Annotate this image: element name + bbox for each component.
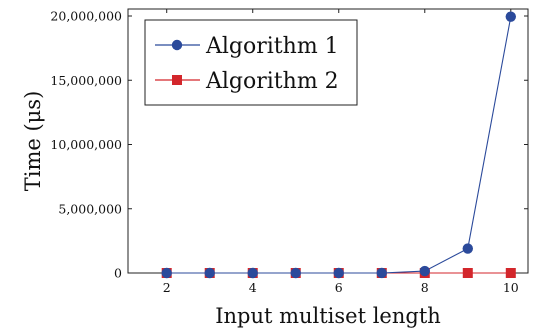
x-tick-label: 8: [421, 280, 429, 295]
x-axis-title: Input multiset length: [215, 304, 441, 328]
data-point-algorithm-2: [505, 268, 516, 278]
y-tick-label: 0: [114, 266, 122, 281]
data-point-algorithm-1: [204, 267, 215, 279]
legend: Algorithm 1 Algorithm 2: [144, 19, 358, 106]
x-tick-label: 2: [163, 280, 171, 295]
series-markers: [161, 11, 516, 279]
data-point-algorithm-1: [333, 267, 344, 279]
data-point-algorithm-1: [505, 11, 516, 22]
x-tick-label: 10: [503, 280, 519, 295]
data-point-algorithm-1: [161, 267, 172, 279]
legend-label-algorithm-2: Algorithm 2: [205, 69, 339, 94]
y-tick-label: 15,000,000: [50, 73, 122, 88]
data-point-algorithm-1: [419, 265, 430, 277]
legend-marker-algorithm-2: [172, 75, 182, 85]
y-axis-title: Time (μs): [21, 91, 45, 192]
x-axis-ticks: 2 4 6 8 10: [163, 9, 519, 295]
x-tick-label: 4: [249, 280, 257, 295]
y-tick-label: 20,000,000: [50, 9, 122, 24]
data-point-algorithm-2: [462, 268, 473, 278]
legend-label-algorithm-1: Algorithm 1: [205, 34, 339, 59]
data-point-algorithm-1: [247, 267, 258, 279]
legend-box: [144, 19, 358, 106]
data-point-algorithm-1: [376, 267, 387, 279]
x-tick-label: 6: [335, 280, 343, 295]
legend-marker-algorithm-1: [171, 39, 183, 51]
y-tick-label: 5,000,000: [58, 201, 122, 216]
data-point-algorithm-1: [290, 267, 301, 279]
y-tick-label: 10,000,000: [50, 137, 122, 152]
y-axis-ticks: 0 5,000,000 10,000,000 15,000,000 20,000,000: [50, 9, 528, 281]
data-point-algorithm-1: [462, 243, 473, 254]
